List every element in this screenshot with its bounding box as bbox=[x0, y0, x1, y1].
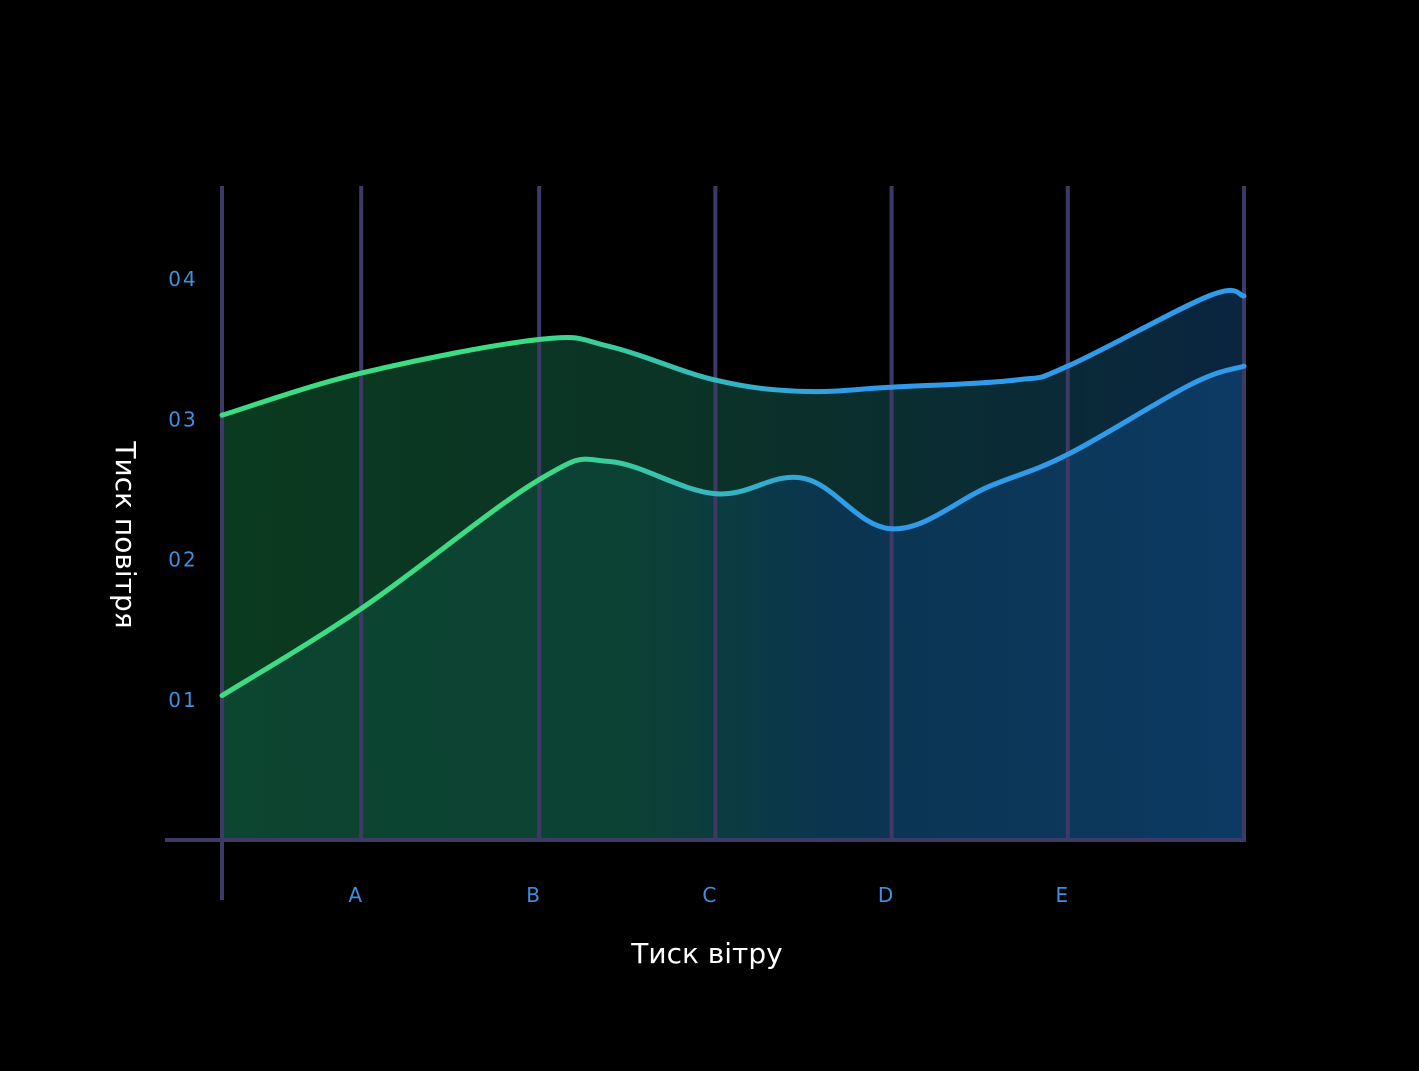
series-line-1 bbox=[219, 287, 1247, 418]
series-lines bbox=[219, 287, 1247, 699]
x-tick-label: B bbox=[526, 883, 542, 907]
x-tick-label: D bbox=[878, 883, 895, 907]
series-line-2 bbox=[219, 363, 1247, 699]
x-tick-label: E bbox=[1055, 883, 1070, 907]
series-area-2 bbox=[222, 366, 1244, 840]
y-tick-label: 03 bbox=[168, 407, 197, 431]
x-tick-label: C bbox=[702, 883, 718, 907]
y-tick-label: 04 bbox=[168, 267, 197, 291]
x-tick-label: A bbox=[348, 883, 364, 907]
area-fill-layer bbox=[222, 290, 1244, 840]
y-tick-labels: 01 02 03 04 bbox=[168, 267, 197, 712]
y-tick-label: 01 bbox=[168, 688, 197, 712]
y-tick-label: 02 bbox=[168, 548, 197, 572]
y-axis-title: Тиск повітря bbox=[109, 440, 142, 628]
x-tick-labels: A B C D E bbox=[348, 883, 1070, 907]
x-axis-title: Тиск вітру bbox=[630, 937, 782, 970]
